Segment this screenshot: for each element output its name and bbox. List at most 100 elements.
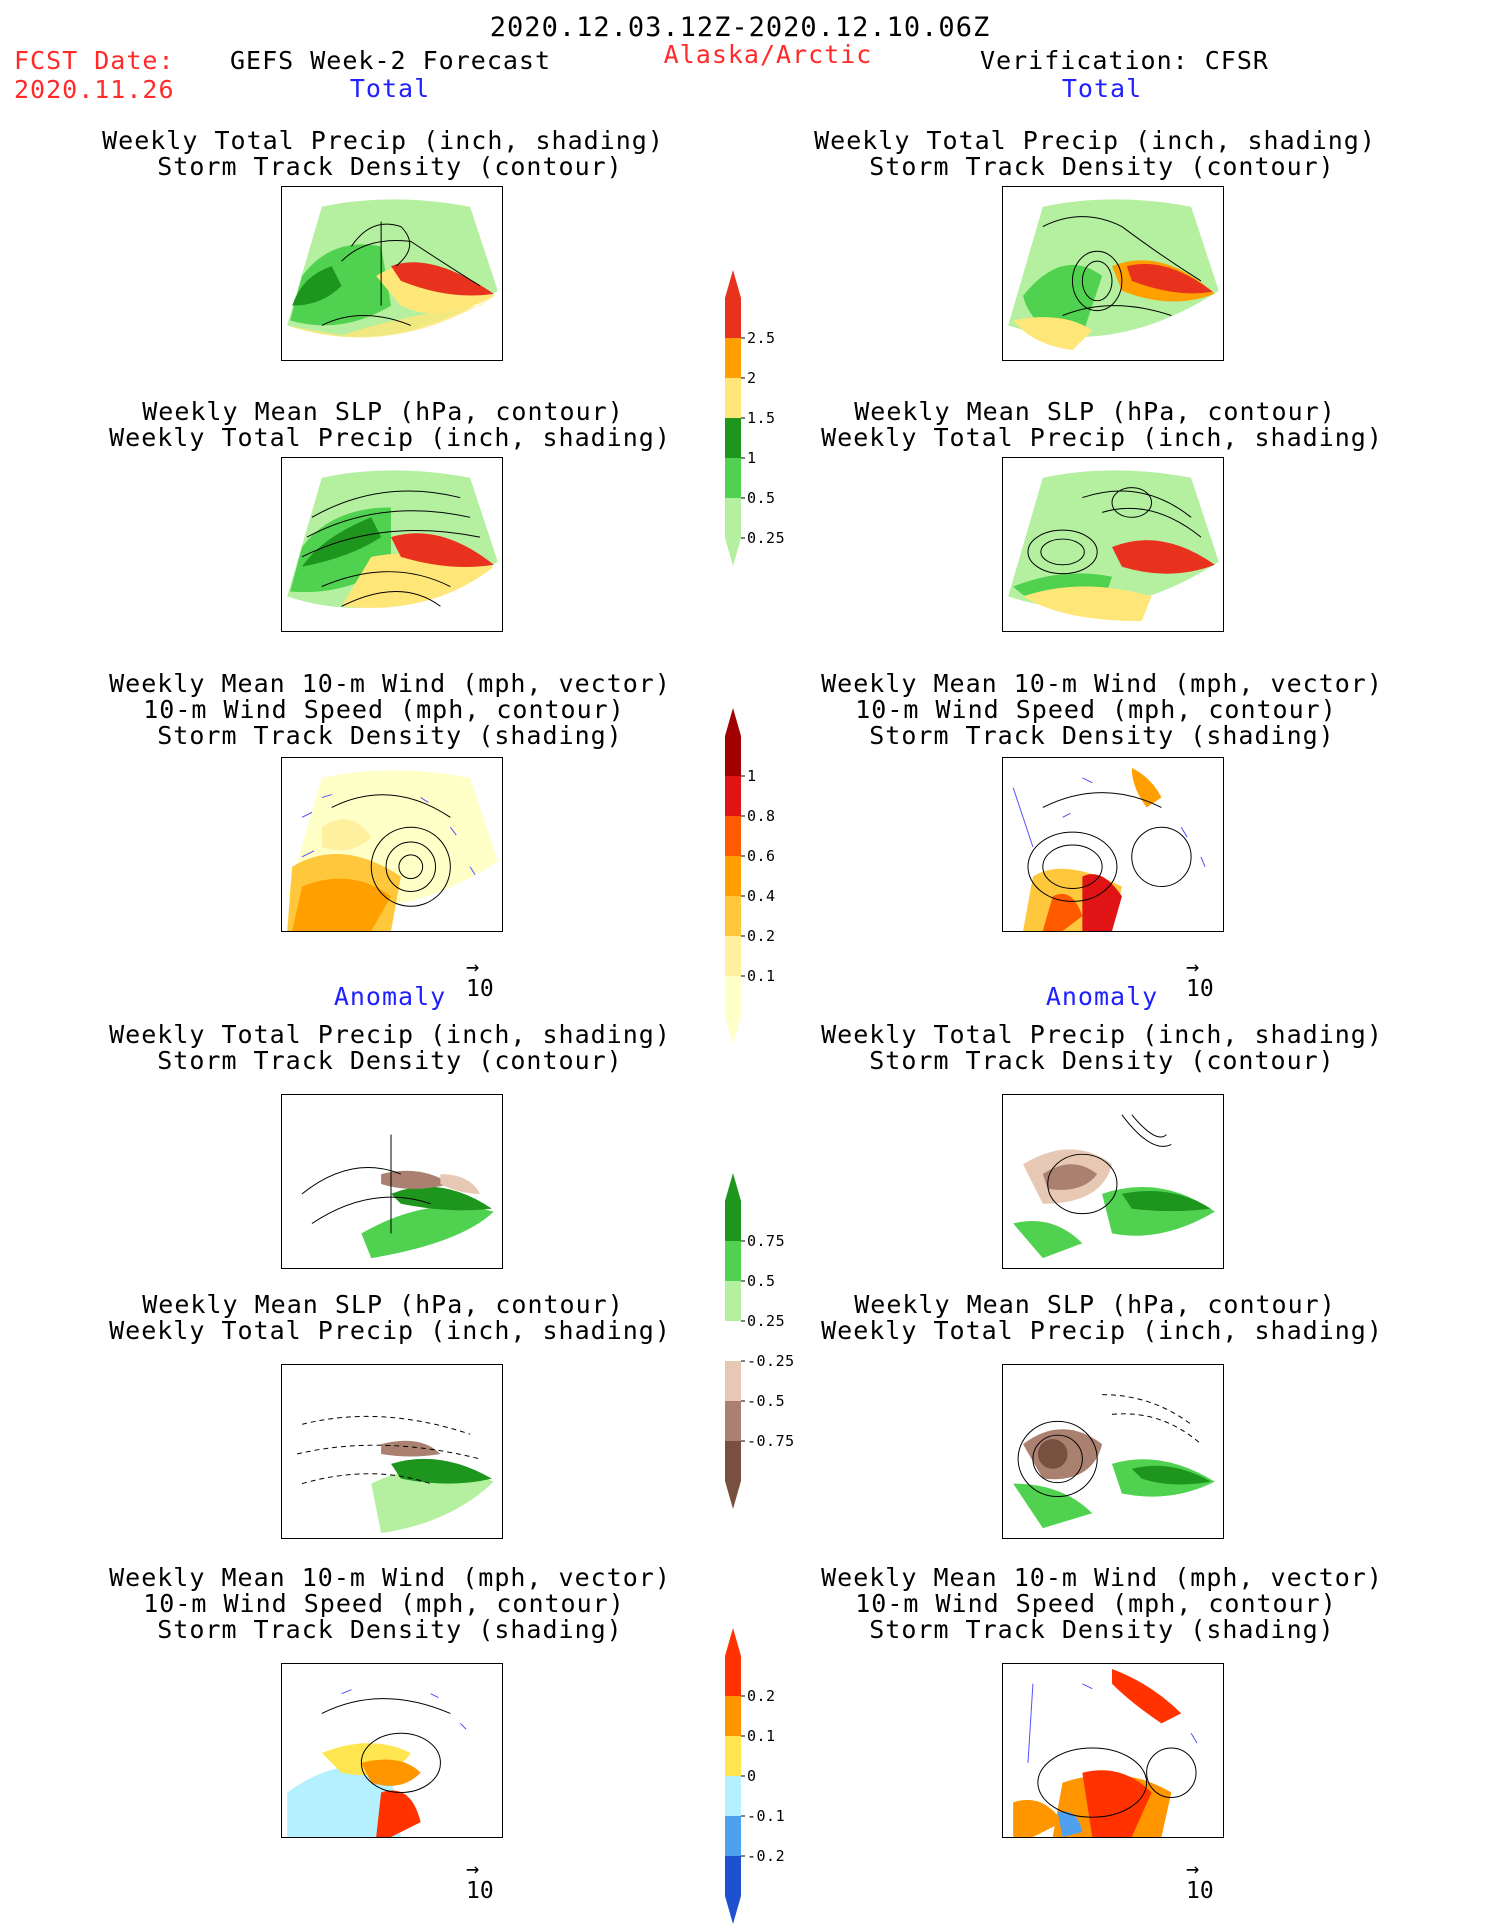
- title-r1-left-line1: Weekly Total Precip (inch, shading): [102, 126, 664, 155]
- total-precip-label: 1: [747, 449, 757, 467]
- vector-ref-r3-left: → 10: [466, 955, 494, 1003]
- vector-ref-r3-right: → 10: [1186, 955, 1214, 1003]
- title-r3-left-line3: Storm Track Density (shading): [157, 721, 623, 750]
- title-r6-right-line2: 10-m Wind Speed (mph, contour): [855, 1589, 1337, 1618]
- total-precip-svg: [725, 270, 745, 566]
- total-storm-density-svg: [725, 708, 745, 1044]
- total-storm-density-swatch: [725, 936, 741, 976]
- anom-precip-label: 0.25: [747, 1312, 786, 1330]
- anom-storm-density-swatch: [725, 1696, 741, 1736]
- anom-precip-label: -0.75: [747, 1432, 795, 1450]
- total-storm-density-label: 0.1: [747, 967, 776, 985]
- total-storm-density-label: 0.4: [747, 887, 776, 905]
- map-anom-slp-precip-verification: [1002, 1364, 1224, 1539]
- title-r6-right-line3: Storm Track Density (shading): [869, 1615, 1335, 1644]
- total-storm-density-swatch: [725, 856, 741, 896]
- title-r3-right-line2: 10-m Wind Speed (mph, contour): [855, 695, 1337, 724]
- left-anomaly-label: Anomaly: [333, 982, 447, 1011]
- anom-storm-density-label: -0.1: [747, 1807, 786, 1825]
- title-r2-right-line2: Weekly Total Precip (inch, shading): [821, 423, 1383, 452]
- title-r3-left-line2: 10-m Wind Speed (mph, contour): [143, 695, 625, 724]
- total-precip-swatch: [725, 338, 741, 378]
- right-arrow-icon: →: [1186, 1857, 1200, 1882]
- date-range-title: 2020.12.03.12Z-2020.12.10.06Z: [489, 12, 991, 43]
- vector-ref-r6-right: → 10: [1186, 1857, 1214, 1905]
- map-anom-slp-precip-forecast: [281, 1364, 503, 1539]
- total-storm-density-swatch: [725, 976, 741, 1016]
- total-storm-density-tip-top: [725, 708, 741, 736]
- anom-storm-density-swatch: [725, 1816, 741, 1856]
- map-total-wind-storm-forecast: [281, 757, 503, 932]
- map-total-precip-storm-forecast: [281, 186, 503, 361]
- anom-precip-tip-bottom: [725, 1481, 741, 1509]
- title-r6-left-line3: Storm Track Density (shading): [157, 1615, 623, 1644]
- anom-precip-label: -0.5: [747, 1392, 786, 1410]
- anom-storm-density-swatch: [725, 1776, 741, 1816]
- title-r2-left-line1: Weekly Mean SLP (hPa, contour): [142, 397, 624, 426]
- total-storm-density-label: 0.2: [747, 927, 776, 945]
- fcst-date-label: FCST Date:: [14, 46, 175, 75]
- fcst-date-value: 2020.11.26: [14, 75, 175, 104]
- map-total-wind-storm-verification: [1002, 757, 1224, 932]
- total-precip-label: 0.25: [747, 529, 786, 547]
- total-precip-tip-bottom: [725, 538, 741, 566]
- total-precip-label: 2: [747, 369, 757, 387]
- anom-precip-swatch: [725, 1321, 741, 1361]
- anom-storm-density-swatch: [725, 1736, 741, 1776]
- right-total-label: Total: [1061, 74, 1143, 103]
- left-total-label: Total: [349, 74, 431, 103]
- map-total-slp-precip-verification: [1002, 457, 1224, 632]
- anom-storm-density-tip-top: [725, 1628, 741, 1656]
- anom-precip-svg: [725, 1173, 745, 1509]
- title-r6-right-line1: Weekly Mean 10-m Wind (mph, vector): [821, 1563, 1383, 1592]
- title-r1-right-line1: Weekly Total Precip (inch, shading): [814, 126, 1376, 155]
- anom-precip-swatch: [725, 1441, 741, 1481]
- total-storm-density-label: 1: [747, 767, 757, 785]
- total-precip-tip-top: [725, 270, 741, 298]
- title-r1-left-line2: Storm Track Density (contour): [157, 152, 623, 181]
- anom-precip-swatch: [725, 1201, 741, 1241]
- title-r6-left-line2: 10-m Wind Speed (mph, contour): [143, 1589, 625, 1618]
- anom-storm-density-label: 0.2: [747, 1687, 776, 1705]
- right-arrow-icon: →: [466, 955, 480, 980]
- anom-storm-density-swatch: [725, 1656, 741, 1696]
- title-r4-left-line1: Weekly Total Precip (inch, shading): [109, 1020, 671, 1049]
- anom-storm-density-label: 0.1: [747, 1727, 776, 1745]
- total-storm-density-swatch: [725, 896, 741, 936]
- right-anomaly-label: Anomaly: [1045, 982, 1159, 1011]
- map-anom-wind-storm-forecast: [281, 1663, 503, 1838]
- total-precip-swatch: [725, 298, 741, 338]
- title-r4-right-line1: Weekly Total Precip (inch, shading): [821, 1020, 1383, 1049]
- total-precip-swatch: [725, 498, 741, 538]
- model-title: GEFS Week-2 Forecast: [230, 46, 552, 75]
- title-r3-right-line3: Storm Track Density (shading): [869, 721, 1335, 750]
- map-total-slp-precip-forecast: [281, 457, 503, 632]
- title-r6-left-line1: Weekly Mean 10-m Wind (mph, vector): [109, 1563, 671, 1592]
- title-r1-right-line2: Storm Track Density (contour): [869, 152, 1335, 181]
- total-precip-label: 1.5: [747, 409, 776, 427]
- anom-precip-swatch: [725, 1401, 741, 1441]
- title-r5-right-line2: Weekly Total Precip (inch, shading): [821, 1316, 1383, 1345]
- title-r5-left-line2: Weekly Total Precip (inch, shading): [109, 1316, 671, 1345]
- total-precip-swatch: [725, 378, 741, 418]
- total-precip-swatch: [725, 418, 741, 458]
- title-r5-right-line1: Weekly Mean SLP (hPa, contour): [854, 1290, 1336, 1319]
- anom-precip-tip-top: [725, 1173, 741, 1201]
- title-r5-left-line1: Weekly Mean SLP (hPa, contour): [142, 1290, 624, 1319]
- anom-storm-density-tip-bottom: [725, 1896, 741, 1924]
- map-total-precip-storm-verification: [1002, 186, 1224, 361]
- total-storm-density-swatch: [725, 736, 741, 776]
- anom-precip-label: 0.5: [747, 1272, 776, 1290]
- anom-precip-label: -0.25: [747, 1352, 795, 1370]
- anom-precip-swatch: [725, 1281, 741, 1321]
- map-anom-wind-storm-verification: [1002, 1663, 1224, 1838]
- title-r3-left-line1: Weekly Mean 10-m Wind (mph, vector): [109, 669, 671, 698]
- map-anom-precip-storm-verification: [1002, 1094, 1224, 1269]
- total-storm-density-tip-bottom: [725, 1016, 741, 1044]
- title-r4-right-line2: Storm Track Density (contour): [869, 1046, 1335, 1075]
- verification-title: Verification: CFSR: [980, 46, 1269, 75]
- title-r2-left-line2: Weekly Total Precip (inch, shading): [109, 423, 671, 452]
- anom-storm-density-swatch: [725, 1856, 741, 1896]
- anom-storm-density-label: 0: [747, 1767, 757, 1785]
- total-precip-label: 0.5: [747, 489, 776, 507]
